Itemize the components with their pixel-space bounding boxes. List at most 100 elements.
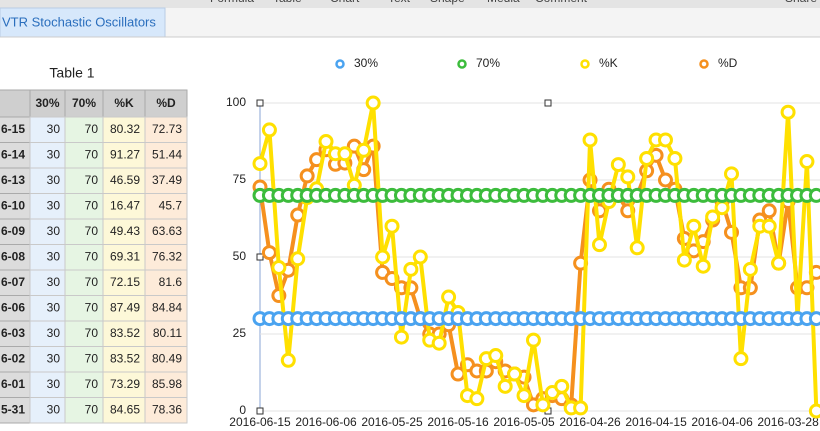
- table-cell: [64, 371, 104, 398]
- cell-text: 80.32: [110, 122, 140, 136]
- legend-marker: [699, 59, 709, 69]
- selection-handle[interactable]: [256, 253, 264, 261]
- legend-label: %K: [599, 56, 618, 70]
- table-cell: [102, 218, 146, 245]
- x-tick-label: 2016-03-28: [757, 415, 819, 429]
- cell-text: 30: [47, 275, 61, 289]
- toolbar-button[interactable]: Shape: [430, 0, 465, 5]
- data-point: [280, 352, 296, 368]
- toolbar: [0, 0, 820, 8]
- table-cell: [144, 269, 188, 296]
- toolbar-button[interactable]: Text: [388, 0, 411, 5]
- data-point: [318, 134, 334, 150]
- cell-text: 78.36: [152, 402, 182, 416]
- data-point: [667, 150, 683, 166]
- toolbar-button[interactable]: Share: [785, 0, 817, 5]
- cell-text: 6-06: [1, 300, 25, 314]
- data-point: [261, 122, 277, 138]
- table-cell: [144, 320, 188, 347]
- cell-text: 73.29: [110, 377, 140, 391]
- toolbar-button[interactable]: Table: [273, 0, 302, 5]
- data-point: [733, 351, 749, 367]
- cell-text: 6-02: [1, 351, 25, 365]
- header-cell: [144, 89, 188, 118]
- cell-text: 6-15: [1, 122, 25, 136]
- legend-label: %D: [718, 56, 738, 70]
- x-tick-label: 2016-06-15: [229, 415, 291, 429]
- toolbar-button[interactable]: Media: [487, 0, 520, 5]
- cell-text: 72.15: [110, 275, 140, 289]
- cell-text: 30: [47, 300, 61, 314]
- selection-handle[interactable]: [544, 99, 552, 107]
- x-tick-label: 2016-04-15: [625, 415, 687, 429]
- cell-text: 30: [47, 377, 61, 391]
- cell-text: 70: [85, 122, 99, 136]
- table-cell: [144, 167, 188, 194]
- cell-text: 84.65: [110, 402, 140, 416]
- data-point: [412, 249, 428, 265]
- table-cell: [102, 142, 146, 169]
- cell-text: 70: [85, 377, 99, 391]
- header-label: %K: [114, 96, 134, 110]
- table-cell: [102, 193, 146, 220]
- data-point: [629, 240, 645, 256]
- data-point: [799, 154, 815, 170]
- cell-text: 83.52: [110, 351, 140, 365]
- data-point: [431, 335, 447, 351]
- cell-text: 6-03: [1, 326, 25, 340]
- data-point: [384, 218, 400, 234]
- cell-text: 70: [85, 198, 99, 212]
- data-point: [337, 146, 353, 162]
- table-cell: [144, 244, 188, 271]
- data-point: [507, 366, 523, 382]
- table-cell: [144, 116, 188, 143]
- data-point: [356, 142, 372, 158]
- sheet-tab-label[interactable]: VTR Stochastic Oscillators: [2, 14, 156, 29]
- sheet-tab[interactable]: [0, 7, 166, 38]
- table-cell: [64, 320, 104, 347]
- toolbar-button[interactable]: Formula: [210, 0, 254, 5]
- x-tick-label: 2016-05-05: [493, 415, 555, 429]
- data-point: [497, 378, 513, 394]
- header-label: %D: [156, 96, 176, 110]
- data-point: [610, 157, 626, 173]
- cell-text: 70: [85, 147, 99, 161]
- cell-text: 72.73: [152, 122, 182, 136]
- cell-text: 30: [47, 198, 61, 212]
- y-tick-label: 25: [233, 326, 247, 340]
- toolbar-button[interactable]: Comment: [535, 0, 588, 5]
- table-cell: [102, 269, 146, 296]
- table-cell: [29, 295, 66, 322]
- cell-text: 45.7: [159, 198, 183, 212]
- data-point: [714, 200, 730, 216]
- cell-text: 30: [47, 402, 61, 416]
- x-tick-label: 2016-05-16: [427, 415, 489, 429]
- selection-handle[interactable]: [256, 407, 264, 415]
- toolbar-button[interactable]: Chart: [330, 0, 360, 5]
- cell-text: 51.44: [152, 147, 182, 161]
- cell-text: 91.27: [110, 147, 140, 161]
- x-tick-label: 2016-04-26: [559, 415, 621, 429]
- cell-text: 70: [85, 224, 99, 238]
- cell-text: 6-08: [1, 249, 25, 263]
- data-point: [657, 172, 673, 188]
- header-label: 70%: [72, 96, 96, 110]
- legend-marker: [335, 59, 345, 69]
- cell-text: 85.98: [152, 377, 182, 391]
- cell-text: 30: [47, 122, 61, 136]
- data-point: [393, 329, 409, 345]
- data-point: [591, 237, 607, 253]
- cell-text: 83.52: [110, 326, 140, 340]
- table-cell: [64, 142, 104, 169]
- table-cell: [102, 320, 146, 347]
- table-cell: [144, 193, 188, 220]
- cell-text: 81.6: [159, 275, 183, 289]
- selection-handle[interactable]: [256, 99, 264, 107]
- table-cell: [29, 218, 66, 245]
- table-cell: [29, 142, 66, 169]
- data-point: [441, 289, 457, 305]
- cell-text: 16.47: [110, 198, 140, 212]
- x-tick-label: 2016-06-06: [295, 415, 357, 429]
- table-cell: [102, 397, 146, 424]
- cell-text: 30: [47, 351, 61, 365]
